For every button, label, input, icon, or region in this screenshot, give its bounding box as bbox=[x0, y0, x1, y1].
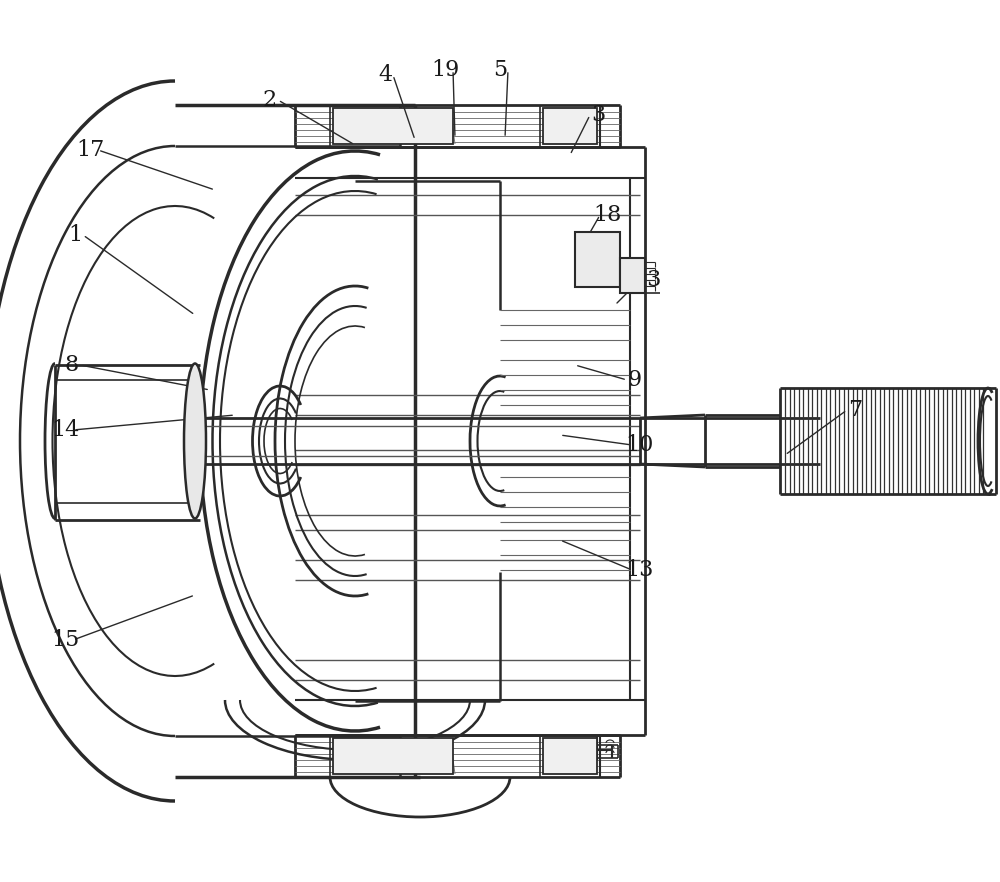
Bar bbox=[333, 738, 453, 774]
Bar bbox=[543, 738, 597, 774]
Text: 9: 9 bbox=[628, 369, 642, 391]
Text: 23: 23 bbox=[634, 269, 662, 291]
Text: 10: 10 bbox=[626, 434, 654, 456]
Text: 1: 1 bbox=[68, 224, 82, 246]
Text: 18: 18 bbox=[594, 204, 622, 226]
Bar bbox=[543, 108, 597, 144]
Text: 4: 4 bbox=[378, 64, 392, 86]
Bar bbox=[620, 258, 645, 293]
Text: 14: 14 bbox=[51, 419, 79, 441]
Text: 3: 3 bbox=[591, 104, 605, 126]
Bar bbox=[333, 108, 453, 144]
Text: 5: 5 bbox=[493, 59, 507, 81]
Ellipse shape bbox=[184, 363, 206, 519]
Text: 15: 15 bbox=[51, 629, 79, 651]
Text: 13: 13 bbox=[626, 559, 654, 581]
Text: 19: 19 bbox=[431, 59, 459, 81]
Text: 8: 8 bbox=[65, 354, 79, 376]
Bar bbox=[575, 232, 620, 287]
Text: 2: 2 bbox=[263, 89, 277, 111]
Text: 7: 7 bbox=[848, 399, 862, 421]
Text: 17: 17 bbox=[76, 139, 104, 161]
